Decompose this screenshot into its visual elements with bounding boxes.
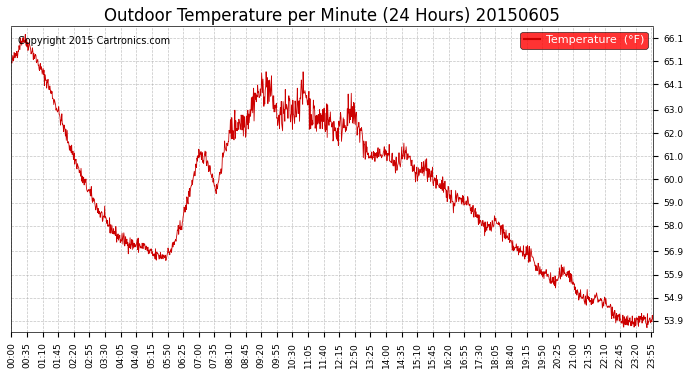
- Text: Copyright 2015 Cartronics.com: Copyright 2015 Cartronics.com: [18, 36, 170, 46]
- Legend: Temperature  (°F): Temperature (°F): [520, 32, 648, 49]
- Title: Outdoor Temperature per Minute (24 Hours) 20150605: Outdoor Temperature per Minute (24 Hours…: [104, 7, 560, 25]
